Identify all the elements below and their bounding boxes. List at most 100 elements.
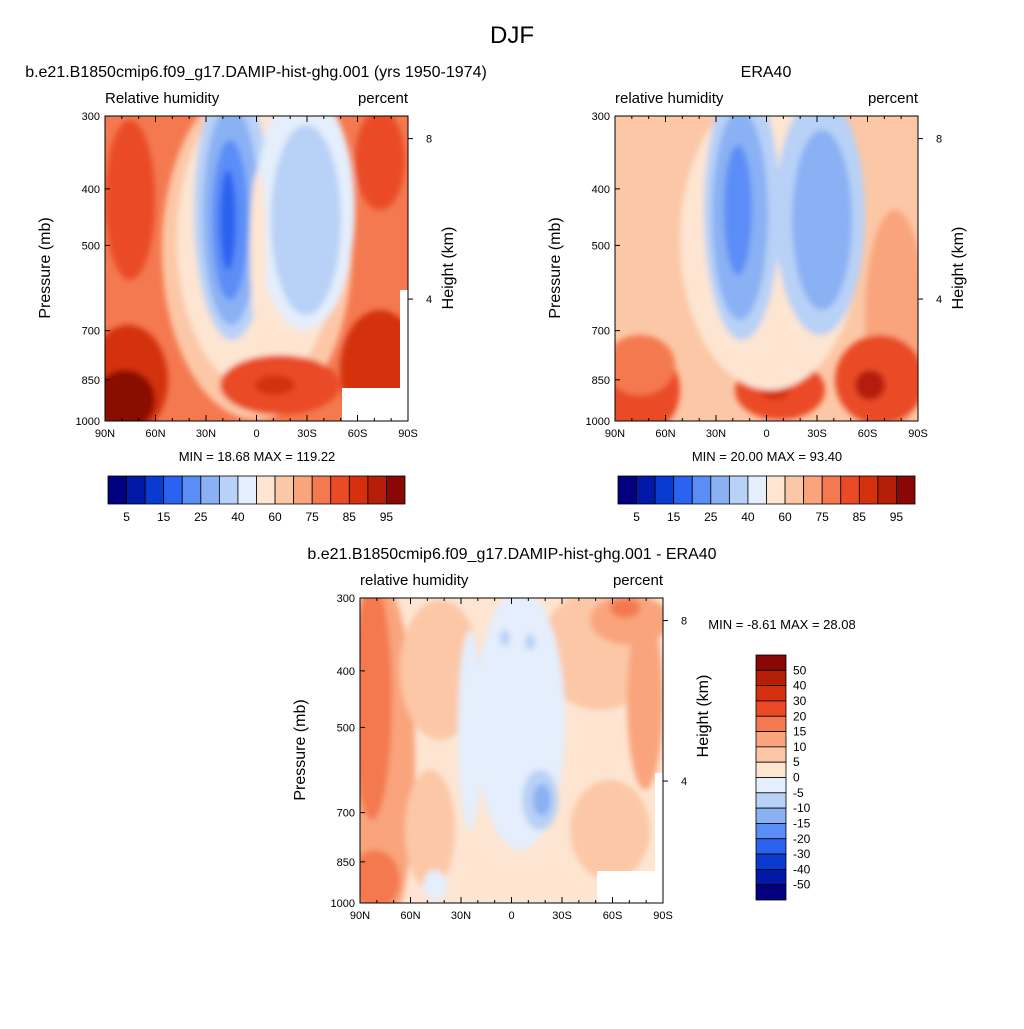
- panel-model-field: [105, 116, 408, 421]
- y-right-tick-label: 8: [426, 134, 432, 146]
- x-tick-label: 90S: [398, 428, 418, 440]
- colorbar-box: [691, 475, 712, 505]
- colorbar-box: [237, 475, 257, 505]
- colorbar-box: [755, 777, 787, 794]
- colorbar-box: [755, 700, 787, 717]
- y-tick-label: 1000: [586, 416, 610, 428]
- panel-era40-right-label: percent: [868, 90, 919, 107]
- colorbar-box: [755, 884, 787, 901]
- x-tick-label: 0: [763, 428, 769, 440]
- colorbar-label: 60: [268, 510, 282, 524]
- figure-title: DJF: [490, 22, 534, 49]
- colorbar-box: [348, 475, 369, 505]
- x-tick-label: 0: [508, 910, 514, 922]
- colorbar-box: [784, 475, 805, 505]
- colorbar-label: 0: [793, 771, 800, 785]
- colorbar-box: [654, 475, 675, 505]
- y-right-tick-label: 8: [681, 616, 687, 628]
- y-tick-label: 850: [337, 857, 355, 869]
- colorbar-box: [386, 475, 406, 505]
- y-tick-label: 400: [337, 666, 355, 678]
- colorbar-box: [803, 475, 823, 505]
- y-tick-label: 300: [592, 111, 610, 123]
- y-tick-label: 700: [337, 808, 355, 820]
- x-tick-label: 60S: [603, 910, 623, 922]
- x-tick-label: 90S: [908, 428, 928, 440]
- panel-model-left-label: Relative humidity: [105, 90, 220, 107]
- colorbar-label: 15: [157, 510, 171, 524]
- x-tick-label: 30S: [552, 910, 572, 922]
- colorbar-box: [311, 475, 332, 505]
- panel-era40-field: [615, 116, 918, 421]
- colorbar-label: -50: [793, 878, 811, 892]
- colorbar-box: [755, 715, 787, 732]
- colorbar-box: [636, 475, 656, 505]
- colorbar-box: [218, 475, 239, 505]
- x-tick-label: 30N: [706, 428, 726, 440]
- colorbar-box: [755, 654, 787, 671]
- colorbar-label: 5: [123, 510, 130, 524]
- colorbar-label: 50: [793, 663, 807, 677]
- y-tick-label: 300: [82, 111, 100, 123]
- y-tick-label: 700: [82, 326, 100, 338]
- colorbar-box: [755, 731, 787, 748]
- colorbar-label: 40: [793, 679, 807, 693]
- y-right-tick-label: 8: [936, 134, 942, 146]
- x-tick-label: 60N: [145, 428, 165, 440]
- y-tick-label: 1000: [76, 416, 100, 428]
- colorbar-box: [755, 838, 787, 855]
- colorbar-box: [710, 475, 730, 505]
- x-tick-label: 90N: [605, 428, 625, 440]
- colorbar-label: 40: [741, 510, 755, 524]
- colorbar-box: [673, 475, 693, 505]
- colorbar-label: 60: [778, 510, 792, 524]
- colorbar-box: [330, 475, 350, 505]
- panel-era40-stats: MIN = 20.00 MAX = 93.40: [692, 449, 842, 464]
- colorbar-label: -20: [793, 832, 811, 846]
- colorbar-label: -40: [793, 862, 811, 876]
- colorbar-label: 30: [793, 694, 807, 708]
- panel-model-ylabel-right: Height (km): [440, 227, 457, 310]
- colorbar-label: 95: [380, 510, 394, 524]
- colorbar-label: 75: [816, 510, 830, 524]
- panel-diff-ylabel-right: Height (km): [695, 675, 712, 758]
- colorbar-label: -10: [793, 801, 811, 815]
- colorbar-box: [163, 475, 183, 505]
- colorbar-box: [293, 475, 313, 505]
- panel-model-colorbar: 5 15 25 40 60 75 85 95: [107, 475, 406, 524]
- colorbar-box: [766, 475, 786, 505]
- panel-diff-right-label: percent: [613, 572, 664, 589]
- panel-model-title: b.e21.B1850cmip6.f09_g17.DAMIP-hist-ghg.…: [25, 64, 487, 81]
- colorbar-box: [755, 746, 787, 763]
- colorbar-box: [144, 475, 165, 505]
- colorbar-label: 20: [793, 709, 807, 723]
- colorbar-box: [877, 475, 897, 505]
- colorbar-label: 85: [853, 510, 867, 524]
- y-tick-label: 850: [592, 375, 610, 387]
- colorbar-box: [728, 475, 749, 505]
- x-tick-label: 60N: [655, 428, 675, 440]
- y-tick-label: 300: [337, 593, 355, 605]
- y-tick-label: 500: [82, 240, 100, 252]
- y-tick-label: 400: [82, 184, 100, 196]
- panel-era40-ylabel: Pressure (mb): [547, 217, 564, 318]
- y-tick-label: 850: [82, 375, 100, 387]
- colorbar-label: 5: [633, 510, 640, 524]
- panel-diff-title: b.e21.B1850cmip6.f09_g17.DAMIP-hist-ghg.…: [307, 546, 716, 563]
- colorbar-label: 25: [704, 510, 718, 524]
- panel-era40-left-label: relative humidity: [615, 90, 724, 107]
- panel-era40: ERA40 relative humidity percent 30: [547, 64, 967, 524]
- panel-diff-field: [360, 598, 663, 903]
- panel-model-ylabel: Pressure (mb): [37, 217, 54, 318]
- panel-diff: b.e21.B1850cmip6.f09_g17.DAMIP-hist-ghg.…: [292, 546, 856, 922]
- y-tick-label: 400: [592, 184, 610, 196]
- colorbar-label: 5: [793, 755, 800, 769]
- x-tick-label: 30N: [196, 428, 216, 440]
- colorbar-label: 85: [343, 510, 357, 524]
- panel-diff-left-label: relative humidity: [360, 572, 469, 589]
- x-tick-label: 0: [253, 428, 259, 440]
- colorbar-label: 15: [793, 725, 807, 739]
